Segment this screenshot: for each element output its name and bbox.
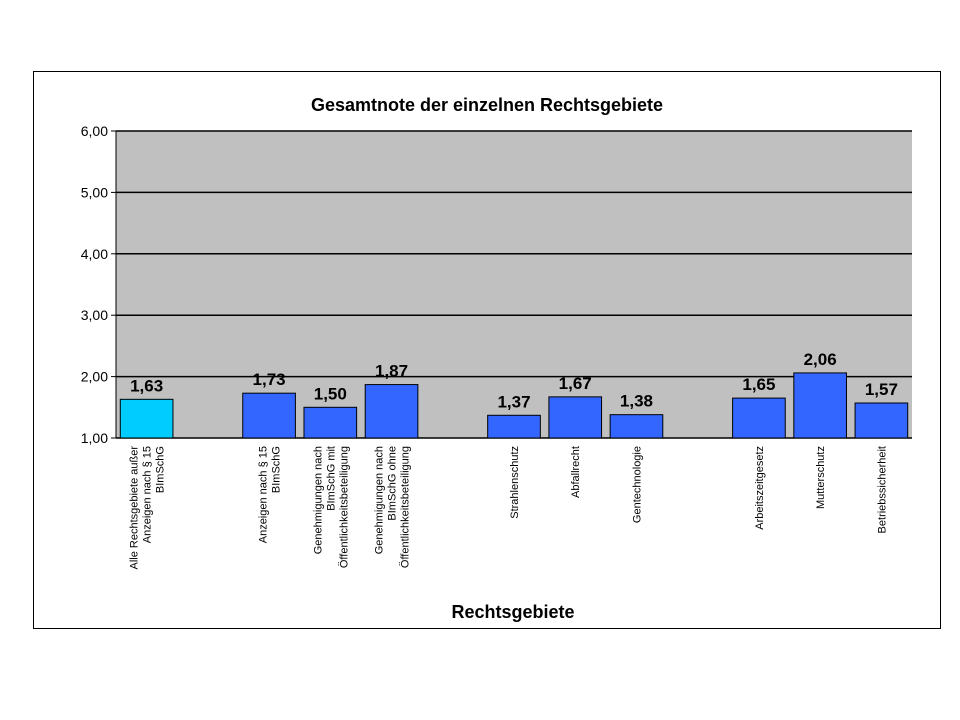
bar (548, 396, 603, 439)
bar-value-label: 1,57 (865, 380, 898, 399)
bar (487, 414, 541, 439)
chart-svg: Gesamtnote der einzelnen Rechtsgebiete 1… (81, 95, 912, 622)
bar-value-label: 1,50 (314, 384, 347, 403)
x-category-label: Anzeigen nach § 15 (142, 446, 154, 543)
x-category-label: Abfallrecht (570, 446, 582, 498)
bar (854, 402, 909, 439)
data-labels: 1,63 1,73 1,50 1,87 1,37 1,67 1,38 1,65 2,06 1,57 (130, 350, 898, 411)
y-tick-label: 2,00 (81, 369, 108, 385)
x-category-label: Gentechnologie (631, 446, 643, 523)
x-category-label: Genehmigungen nach (374, 446, 386, 554)
x-category-label: Anzeigen nach § 15 (258, 446, 270, 543)
bar (364, 384, 419, 439)
x-category-label: BImSchG mit (325, 446, 337, 511)
bar-value-label: 1,73 (253, 370, 286, 389)
x-category-label: Öffentlichkeitsbeteiligung (400, 446, 412, 568)
bar (732, 397, 786, 439)
x-category-label: Arbeitszeitgesetz (754, 446, 766, 530)
x-category-label: Strahlenschutz (509, 446, 521, 519)
y-tick-label: 3,00 (81, 307, 108, 323)
x-category-label: Alle Rechtsgebiete außer (129, 446, 141, 570)
bar (119, 398, 174, 439)
bar (303, 406, 358, 439)
bar (793, 372, 847, 439)
y-tick-label: 5,00 (81, 184, 108, 200)
bar-value-label: 1,87 (375, 362, 408, 381)
bar (609, 414, 664, 439)
x-category-label: Öffentlichkeitsbeteiligung (338, 446, 350, 568)
bar-value-label: 1,38 (620, 392, 653, 411)
bar-value-label: 1,67 (559, 374, 592, 393)
y-tick-label: 1,00 (81, 430, 108, 446)
plot-area (116, 131, 912, 438)
bar-value-label: 1,65 (742, 375, 775, 394)
x-category-label: Genehmigungen nach (312, 446, 324, 554)
x-category-label: BImSchG ohne (387, 446, 399, 521)
bar-value-label: 2,06 (804, 350, 837, 369)
chart-title: Gesamtnote der einzelnen Rechtsgebiete (311, 95, 663, 115)
chart-frame: Gesamtnote der einzelnen Rechtsgebiete 1… (33, 71, 941, 629)
bars (119, 372, 909, 439)
category-labels: Alle Rechtsgebiete außer Anzeigen nach § … (129, 446, 889, 570)
y-tick-label: 6,00 (81, 123, 108, 139)
x-axis-title: Rechtsgebiete (451, 602, 574, 622)
bar-value-label: 1,63 (130, 376, 163, 395)
x-category-label: Betriebssicherheit (876, 446, 888, 533)
x-category-label: BImSchG (155, 446, 167, 493)
x-category-label: Mutterschutz (815, 446, 827, 509)
x-category-label: BImSchG (271, 446, 283, 493)
bar-value-label: 1,37 (497, 392, 530, 411)
bar (242, 392, 296, 439)
y-tick-label: 4,00 (81, 246, 108, 262)
